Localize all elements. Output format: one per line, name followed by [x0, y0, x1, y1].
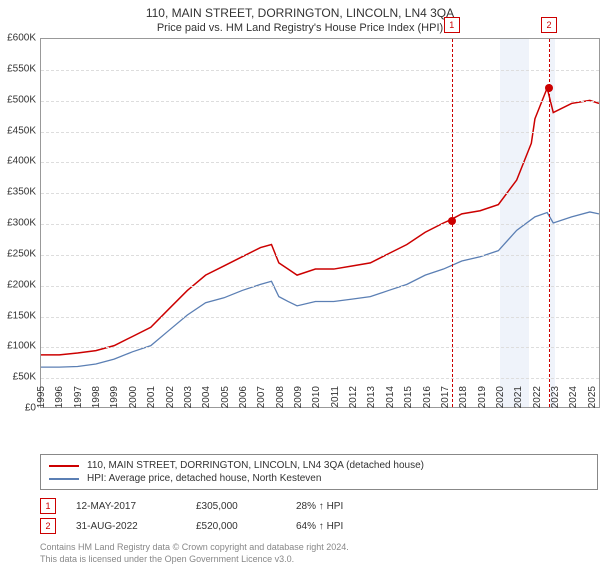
x-tick-label: 1999 [109, 386, 120, 408]
x-tick-label: 2021 [513, 386, 524, 408]
x-tick-label: 2015 [403, 386, 414, 408]
x-tick-label: 2000 [128, 386, 139, 408]
y-tick-label: £550K [0, 63, 36, 74]
x-tick-label: 1998 [91, 386, 102, 408]
y-tick-label: £100K [0, 341, 36, 352]
x-tick-label: 2006 [238, 386, 249, 408]
marker-pct: 64% ↑ HPI [296, 521, 396, 532]
grid-line [41, 101, 599, 102]
x-axis: 1995199619971998199920002001200220032004… [40, 376, 600, 416]
footer: Contains HM Land Registry data © Crown c… [40, 542, 580, 565]
y-tick-label: £600K [0, 33, 36, 44]
grid-line [41, 132, 599, 133]
x-tick-label: 1997 [73, 386, 84, 408]
chart-subtitle: Price paid vs. HM Land Registry's House … [0, 22, 600, 34]
x-tick-label: 2020 [495, 386, 506, 408]
y-tick-label: £50K [0, 372, 36, 383]
x-tick-label: 2023 [550, 386, 561, 408]
x-tick-label: 2024 [568, 386, 579, 408]
y-axis: £0£50K£100K£150K£200K£250K£300K£350K£400… [0, 38, 40, 408]
marker-table-row: 1 12-MAY-2017 £305,000 28% ↑ HPI [40, 496, 580, 516]
x-tick-label: 2016 [422, 386, 433, 408]
marker-dot [545, 84, 553, 92]
plot-region: 12 [40, 38, 600, 408]
x-tick-label: 2003 [183, 386, 194, 408]
x-tick-label: 1995 [36, 386, 47, 408]
x-tick-label: 2013 [366, 386, 377, 408]
grid-line [41, 193, 599, 194]
y-tick-label: £200K [0, 279, 36, 290]
legend-swatch [49, 465, 79, 467]
x-tick-label: 2007 [256, 386, 267, 408]
marker-date: 12-MAY-2017 [76, 501, 176, 512]
legend-row: HPI: Average price, detached house, Nort… [49, 472, 589, 485]
grid-line [41, 317, 599, 318]
grid-line [41, 286, 599, 287]
y-tick-label: £0 [0, 403, 36, 414]
marker-id-box: 2 [40, 518, 56, 534]
chart-title: 110, MAIN STREET, DORRINGTON, LINCOLN, L… [0, 6, 600, 20]
x-tick-label: 2005 [220, 386, 231, 408]
y-tick-label: £150K [0, 310, 36, 321]
grid-line [41, 224, 599, 225]
x-tick-label: 2017 [440, 386, 451, 408]
y-tick-label: £300K [0, 218, 36, 229]
marker-date: 31-AUG-2022 [76, 521, 176, 532]
chart-plot-area: £0£50K£100K£150K£200K£250K£300K£350K£400… [40, 38, 600, 408]
y-tick-label: £500K [0, 94, 36, 105]
x-tick-label: 2011 [330, 386, 341, 408]
series-line [41, 212, 599, 367]
marker-pct: 28% ↑ HPI [296, 501, 396, 512]
x-tick-label: 2009 [293, 386, 304, 408]
grid-line [41, 162, 599, 163]
marker-vline [549, 39, 550, 407]
x-tick-label: 2002 [165, 386, 176, 408]
grid-line [41, 255, 599, 256]
line-svg [41, 39, 599, 407]
legend-label: HPI: Average price, detached house, Nort… [87, 473, 321, 484]
legend-swatch [49, 478, 79, 480]
x-tick-label: 1996 [54, 386, 65, 408]
grid-line [41, 347, 599, 348]
y-tick-label: £450K [0, 125, 36, 136]
y-tick-label: £250K [0, 248, 36, 259]
x-tick-label: 2018 [458, 386, 469, 408]
y-tick-label: £400K [0, 156, 36, 167]
x-tick-label: 2001 [146, 386, 157, 408]
marker-label: 1 [444, 17, 460, 33]
x-tick-label: 2014 [385, 386, 396, 408]
x-tick-label: 2019 [477, 386, 488, 408]
legend-label: 110, MAIN STREET, DORRINGTON, LINCOLN, L… [87, 460, 424, 471]
marker-price: £305,000 [196, 501, 276, 512]
marker-id-box: 1 [40, 498, 56, 514]
x-tick-label: 2010 [311, 386, 322, 408]
x-tick-label: 2022 [532, 386, 543, 408]
x-tick-label: 2025 [587, 386, 598, 408]
x-tick-label: 2004 [201, 386, 212, 408]
marker-dot [448, 217, 456, 225]
legend-row: 110, MAIN STREET, DORRINGTON, LINCOLN, L… [49, 459, 589, 472]
footer-line-1: Contains HM Land Registry data © Crown c… [40, 542, 580, 554]
legend: 110, MAIN STREET, DORRINGTON, LINCOLN, L… [40, 454, 598, 490]
marker-label: 2 [541, 17, 557, 33]
y-tick-label: £350K [0, 187, 36, 198]
grid-line [41, 70, 599, 71]
x-tick-label: 2012 [348, 386, 359, 408]
chart-container: 110, MAIN STREET, DORRINGTON, LINCOLN, L… [0, 6, 600, 566]
series-line [41, 88, 599, 355]
marker-table: 1 12-MAY-2017 £305,000 28% ↑ HPI 2 31-AUG-202… [40, 496, 580, 536]
x-tick-label: 2008 [275, 386, 286, 408]
marker-table-row: 2 31-AUG-2022 £520,000 64% ↑ HPI [40, 516, 580, 536]
marker-price: £520,000 [196, 521, 276, 532]
